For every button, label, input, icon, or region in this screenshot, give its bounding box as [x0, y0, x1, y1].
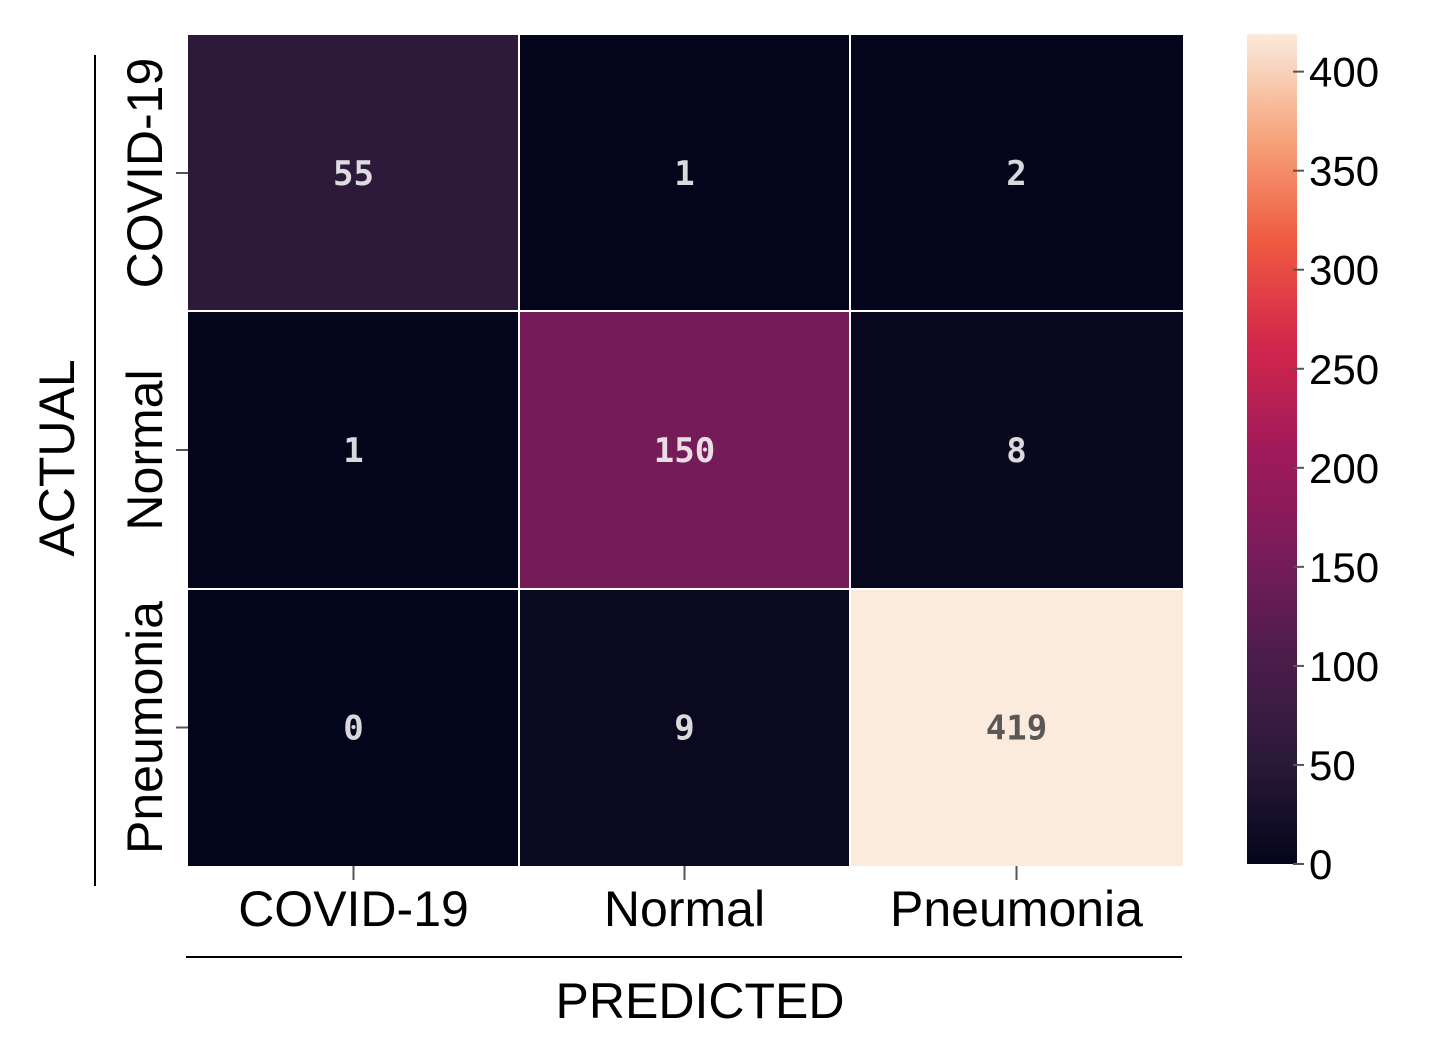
- x-axis-label: PREDICTED: [556, 973, 845, 1029]
- x-axis-ticks: COVID-19 Normal Pneumonia: [238, 866, 1143, 937]
- colorbar-tick-label-8: 400: [1309, 49, 1379, 96]
- heatmap-cell-r1-c2: [850, 311, 1183, 589]
- heatmap-cell-r0-c0: [188, 35, 519, 311]
- heatmap-cell-r1-c0: [188, 311, 519, 589]
- cell-value-r2-c0: 0: [343, 709, 363, 749]
- colorbar-tick-label-0: 0: [1309, 841, 1332, 888]
- colorbar-ticks: 0 50 100 150 200 250 300 350 400: [1293, 49, 1379, 888]
- heatmap-cells: [188, 35, 1183, 866]
- cell-value-r0-c2: 2: [1006, 154, 1026, 194]
- y-tick-label-0: COVID-19: [117, 58, 173, 289]
- heatmap-cell-r2-c0: [188, 589, 519, 866]
- heatmap-cell-r0-c2: [850, 35, 1183, 311]
- heatmap-cell-r0-c1: [519, 35, 850, 311]
- x-tick-label-0: COVID-19: [238, 881, 469, 937]
- cell-value-r1-c1: 150: [654, 431, 715, 471]
- cell-value-r0-c1: 1: [674, 154, 694, 194]
- y-axis-ticks: COVID-19 Normal Pneumonia: [117, 58, 188, 854]
- heatmap-cell-r1-c1: [519, 311, 850, 589]
- cell-value-r2-c2: 419: [986, 709, 1047, 749]
- colorbar-tick-label-3: 150: [1309, 544, 1379, 591]
- cell-value-r0-c0: 55: [333, 154, 374, 194]
- y-tick-label-2: Pneumonia: [117, 601, 173, 854]
- colorbar: [1247, 34, 1297, 864]
- cell-value-r1-c0: 1: [343, 431, 363, 471]
- y-tick-label-1: Normal: [117, 369, 173, 530]
- heatmap-cell-r2-c2: [850, 589, 1183, 866]
- y-axis-label: ACTUAL: [29, 359, 85, 556]
- x-tick-label-2: Pneumonia: [890, 881, 1143, 937]
- cell-value-r2-c1: 9: [674, 709, 694, 749]
- heatmap-cell-labels: 55 1 2 1 150 8 0 9 419: [333, 154, 1047, 749]
- colorbar-tick-label-6: 300: [1309, 247, 1379, 294]
- colorbar-tick-label-2: 100: [1309, 643, 1379, 690]
- colorbar-tick-label-1: 50: [1309, 742, 1356, 789]
- x-tick-label-1: Normal: [604, 881, 765, 937]
- cell-value-r1-c2: 8: [1006, 431, 1026, 471]
- heatmap-grid: [188, 35, 1183, 866]
- colorbar-tick-label-5: 250: [1309, 346, 1379, 393]
- heatmap-cell-r2-c1: [519, 589, 850, 866]
- colorbar-tick-label-4: 200: [1309, 445, 1379, 492]
- colorbar-tick-label-7: 350: [1309, 148, 1379, 195]
